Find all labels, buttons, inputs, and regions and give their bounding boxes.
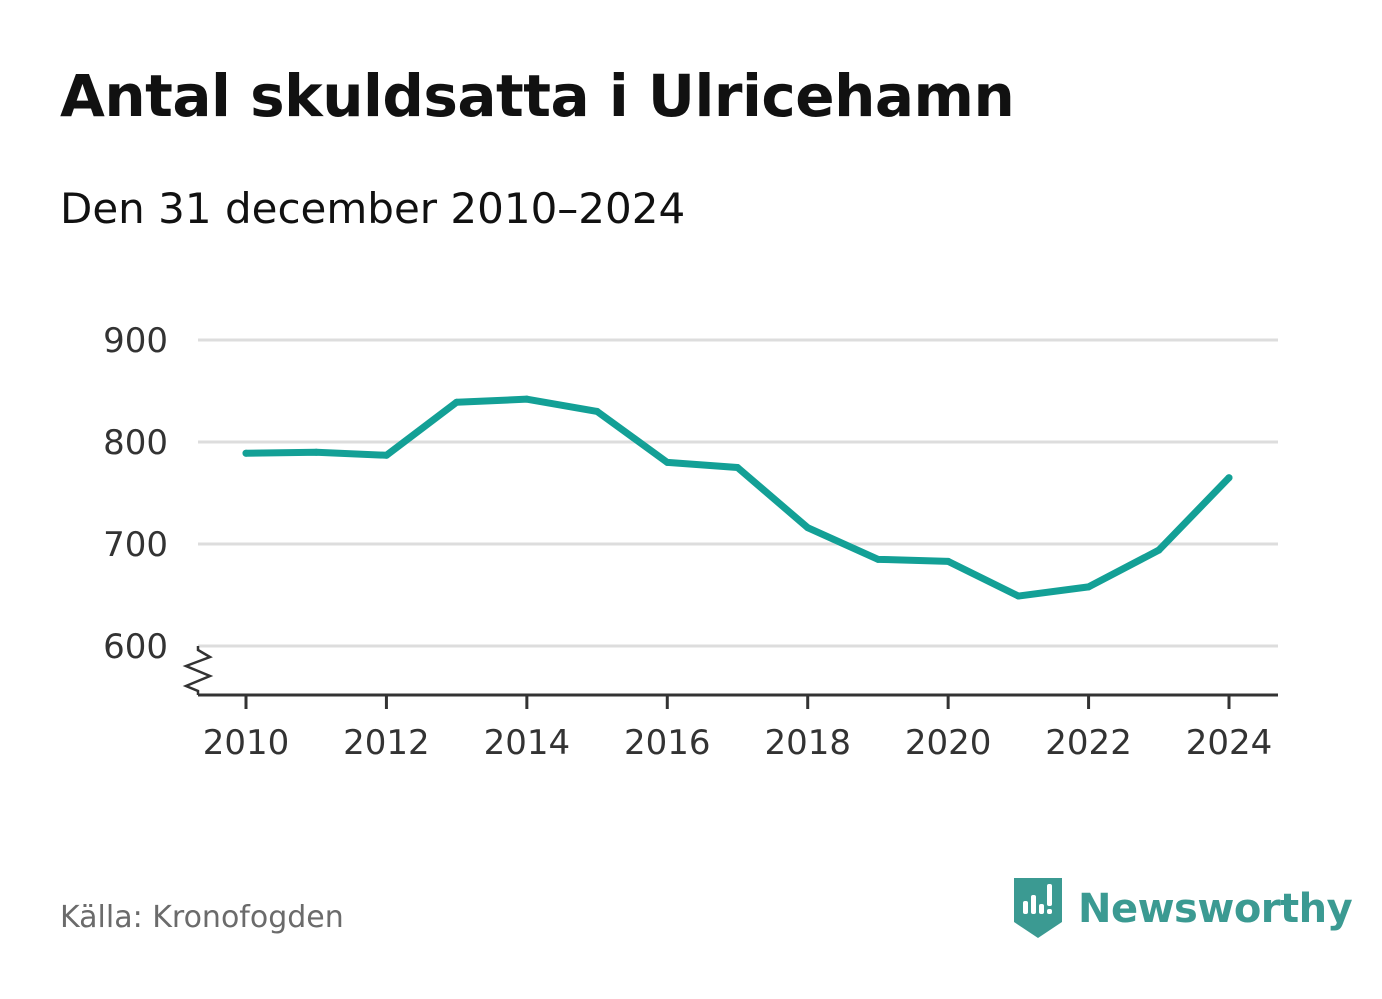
data-point [593, 407, 601, 415]
x-tick-label: 2010 [203, 723, 290, 763]
brand-logo: Newsworthy [1012, 876, 1353, 942]
series-line [242, 395, 1233, 600]
data-point [1155, 546, 1163, 554]
x-tick-label: 2024 [1186, 723, 1273, 763]
series [242, 395, 1233, 600]
data-point [1225, 474, 1233, 482]
data-point [874, 555, 882, 563]
source-note: Källa: Kronofogden [60, 900, 344, 935]
y-tick-label: 800 [103, 423, 168, 463]
y-tick-label: 600 [103, 627, 168, 667]
x-tick-label: 2014 [484, 723, 571, 763]
data-point [1014, 592, 1022, 600]
data-point [734, 464, 741, 472]
x-axis-ticks: 2010 2012 2014 2016 2018 2020 2022 2024 [203, 695, 1273, 763]
x-tick-label: 2022 [1045, 723, 1132, 763]
data-point [382, 451, 390, 459]
y-axis-ticks: 600 700 800 900 [103, 321, 168, 667]
gridlines [198, 338, 1278, 648]
data-point [1085, 583, 1093, 591]
chart-subtitle: Den 31 december 2010–2024 [60, 184, 686, 233]
data-point [523, 395, 531, 403]
newsworthy-logo-icon [1014, 878, 1062, 938]
data-point [453, 398, 461, 406]
y-tick-label: 700 [103, 525, 168, 565]
x-tick-label: 2012 [343, 723, 430, 763]
data-point [944, 557, 952, 565]
data-point [312, 448, 320, 456]
y-tick-label: 900 [103, 321, 168, 361]
chart-title: Antal skuldsatta i Ulricehamn [60, 62, 1015, 130]
x-tick-label: 2016 [624, 723, 711, 763]
data-point [804, 524, 812, 532]
x-tick-label: 2018 [764, 723, 851, 763]
data-point [242, 449, 250, 457]
data-point [663, 458, 671, 466]
brand-name: Newsworthy [1078, 886, 1353, 932]
x-axis [182, 646, 1278, 697]
x-tick-label: 2020 [905, 723, 992, 763]
y-axis-break [182, 646, 214, 695]
